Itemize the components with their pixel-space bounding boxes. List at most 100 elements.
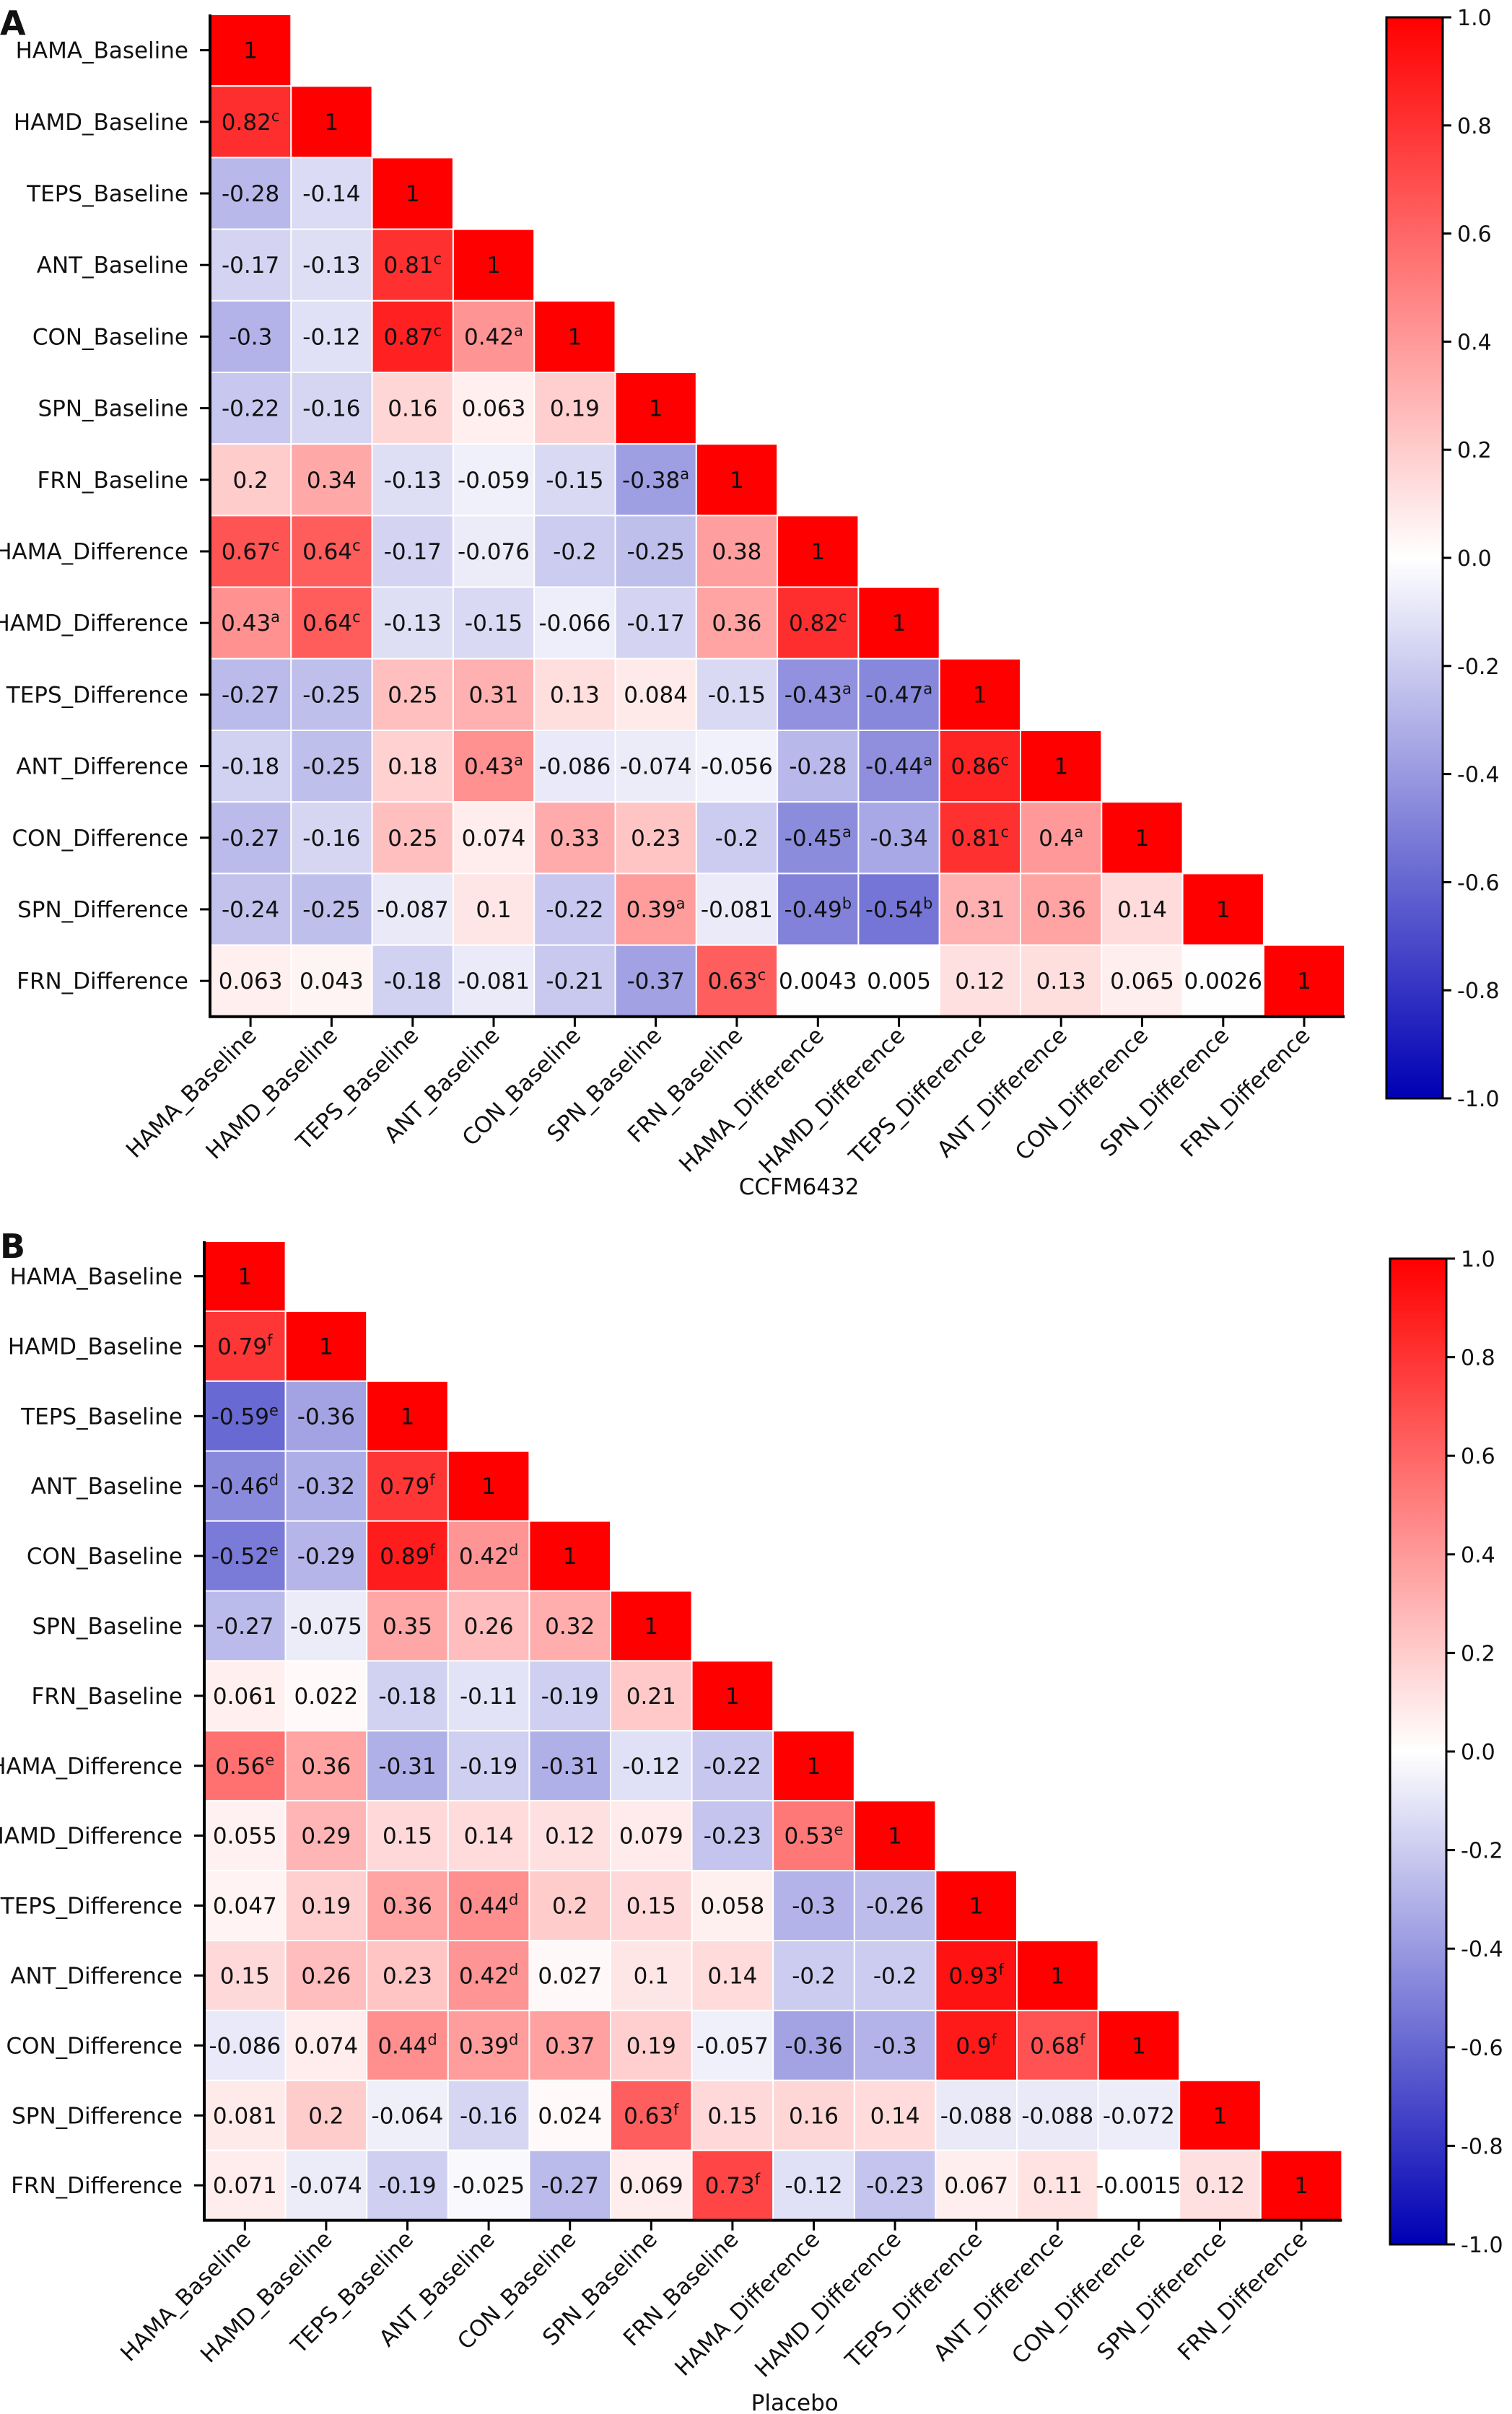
heatmap-cell xyxy=(204,1590,287,1662)
cell-value-label: 0.15 xyxy=(626,1894,676,1920)
row-tick-label: FRN_Baseline xyxy=(38,468,189,494)
cell-value-label: 1 xyxy=(1050,1963,1065,1989)
cell-value-label: 1 xyxy=(644,1614,658,1640)
heatmap-cell xyxy=(209,443,292,517)
colorbar-tick-label: -0.8 xyxy=(1457,979,1500,1004)
colorbar-tick-label: 0.6 xyxy=(1461,1444,1495,1469)
cell-value-label: 0.26 xyxy=(464,1614,514,1640)
cell-value-label: 0.79f xyxy=(380,1471,435,1500)
row-tick-label: SPN_Baseline xyxy=(38,396,189,422)
cell-value-label: 0.071 xyxy=(213,2173,277,2199)
cell-value-label: 0.063 xyxy=(462,396,526,422)
heatmap-cell xyxy=(533,515,616,588)
cell-value-label: 0.043 xyxy=(300,968,364,994)
cell-value-label: -0.066 xyxy=(538,611,611,637)
row-tick-label: CON_Baseline xyxy=(27,1544,183,1570)
heatmap-cell xyxy=(691,1940,774,2011)
column-tick-label: HAMD_Difference xyxy=(754,1023,911,1179)
cell-value-label: 1 xyxy=(807,1754,821,1780)
cell-value-label: 1 xyxy=(401,1404,415,1430)
cell-value-label: 0.2 xyxy=(308,2103,344,2129)
heatmap-cell xyxy=(204,1310,287,1382)
heatmap-cell xyxy=(204,1660,287,1732)
cell-value-label: 0.56e xyxy=(215,1752,274,1780)
heatmap-cell xyxy=(528,2079,612,2151)
cell-value-label: -0.16 xyxy=(460,2103,517,2129)
cell-value-label: 1 xyxy=(892,611,906,637)
heatmap-cell xyxy=(528,1730,612,1802)
cell-value-label: 0.18 xyxy=(388,754,437,780)
cell-value-label: -0.44a xyxy=(865,752,932,780)
significance-marker: a xyxy=(514,752,523,769)
cell-value-label: 0.19 xyxy=(550,396,600,422)
colorbar-tick-label: 0.4 xyxy=(1461,1543,1495,1568)
heatmap-cell xyxy=(935,2079,1018,2151)
cell-value-label: -0.088 xyxy=(940,2103,1013,2129)
heatmap-cell xyxy=(533,299,616,373)
heatmap-cell xyxy=(610,1590,693,1662)
cell-value-label: 0.14 xyxy=(707,1963,757,1989)
cell-value-label: -0.28 xyxy=(789,754,847,780)
significance-marker: f xyxy=(999,1961,1005,1978)
cell-value-label: -0.18 xyxy=(384,968,442,994)
cell-value-label: -0.064 xyxy=(372,2103,444,2129)
cell-value-label: 0.53e xyxy=(785,1822,844,1850)
cell-value-label: 1 xyxy=(325,110,339,136)
significance-marker: c xyxy=(352,608,361,626)
cell-value-label: 0.16 xyxy=(789,2103,839,2129)
heatmap-cell xyxy=(290,657,373,731)
cell-value-label: 1 xyxy=(1213,2103,1228,2129)
cell-value-label: -0.45a xyxy=(785,823,852,852)
heatmap-cell xyxy=(371,157,454,230)
cell-value-label: 0.87c xyxy=(384,322,442,350)
panel-label: A xyxy=(0,4,26,43)
cell-value-label: 0.12 xyxy=(545,1824,595,1850)
cell-value-label: 0.005 xyxy=(867,968,931,994)
significance-marker: f xyxy=(267,1331,273,1349)
heatmap-cell xyxy=(1020,873,1103,946)
cell-value-label: -0.22 xyxy=(704,1754,761,1780)
cell-value-label: 0.81c xyxy=(951,823,1010,852)
cell-value-label: -0.056 xyxy=(701,754,773,780)
heatmap-cell xyxy=(938,730,1021,803)
cell-value-label: -0.46d xyxy=(211,1471,279,1500)
cell-value-label: 0.1 xyxy=(476,897,511,923)
heatmap-cell xyxy=(284,1730,368,1802)
cell-value-label: -0.0015 xyxy=(1096,2173,1182,2199)
heatmap-cell xyxy=(695,730,779,803)
row-tick-label: FRN_Baseline xyxy=(32,1684,183,1710)
heatmap-cell xyxy=(290,85,373,159)
heatmap-cell xyxy=(204,1870,287,1942)
row-tick-label: ANT_Difference xyxy=(16,754,188,780)
row-tick-label: SPN_Difference xyxy=(17,897,188,923)
row-tick-label: CON_Baseline xyxy=(32,324,188,350)
cell-value-label: 0.16 xyxy=(388,396,437,422)
cell-value-label: 0.73f xyxy=(705,2171,761,2199)
cell-value-label: -0.2 xyxy=(553,539,597,565)
cell-value-label: 1 xyxy=(243,38,258,64)
heatmap-cell xyxy=(209,944,292,1018)
cell-value-label: 1 xyxy=(237,1264,252,1290)
heatmap-cell xyxy=(366,1380,449,1452)
colorbar-tick-label: -0.2 xyxy=(1457,655,1500,680)
significance-marker: b xyxy=(923,895,932,912)
heatmap-cell xyxy=(853,2149,937,2221)
cell-value-label: 0.027 xyxy=(538,1963,602,1989)
cell-value-label: 0.67c xyxy=(222,537,280,565)
heatmap-cell xyxy=(610,1940,693,2011)
row-tick-label: HAMA_Baseline xyxy=(10,1264,183,1290)
cell-value-label: 1 xyxy=(1216,897,1231,923)
cell-value-label: 1 xyxy=(1054,754,1068,780)
cell-value-label: 0.81c xyxy=(384,250,442,279)
cell-value-label: -0.059 xyxy=(458,468,530,494)
cell-value-label: 0.14 xyxy=(870,2103,920,2129)
heatmap-cell xyxy=(447,2009,530,2081)
colorbar-tick-label: -1.0 xyxy=(1457,1087,1500,1112)
column-tick-label: HAMA_Difference xyxy=(674,1023,829,1178)
heatmap-cell xyxy=(614,372,697,445)
cell-value-label: -0.081 xyxy=(458,968,530,994)
cell-value-label: 0.069 xyxy=(619,2173,683,2199)
heatmap-cell xyxy=(533,443,616,517)
heatmap-cell xyxy=(533,730,616,803)
